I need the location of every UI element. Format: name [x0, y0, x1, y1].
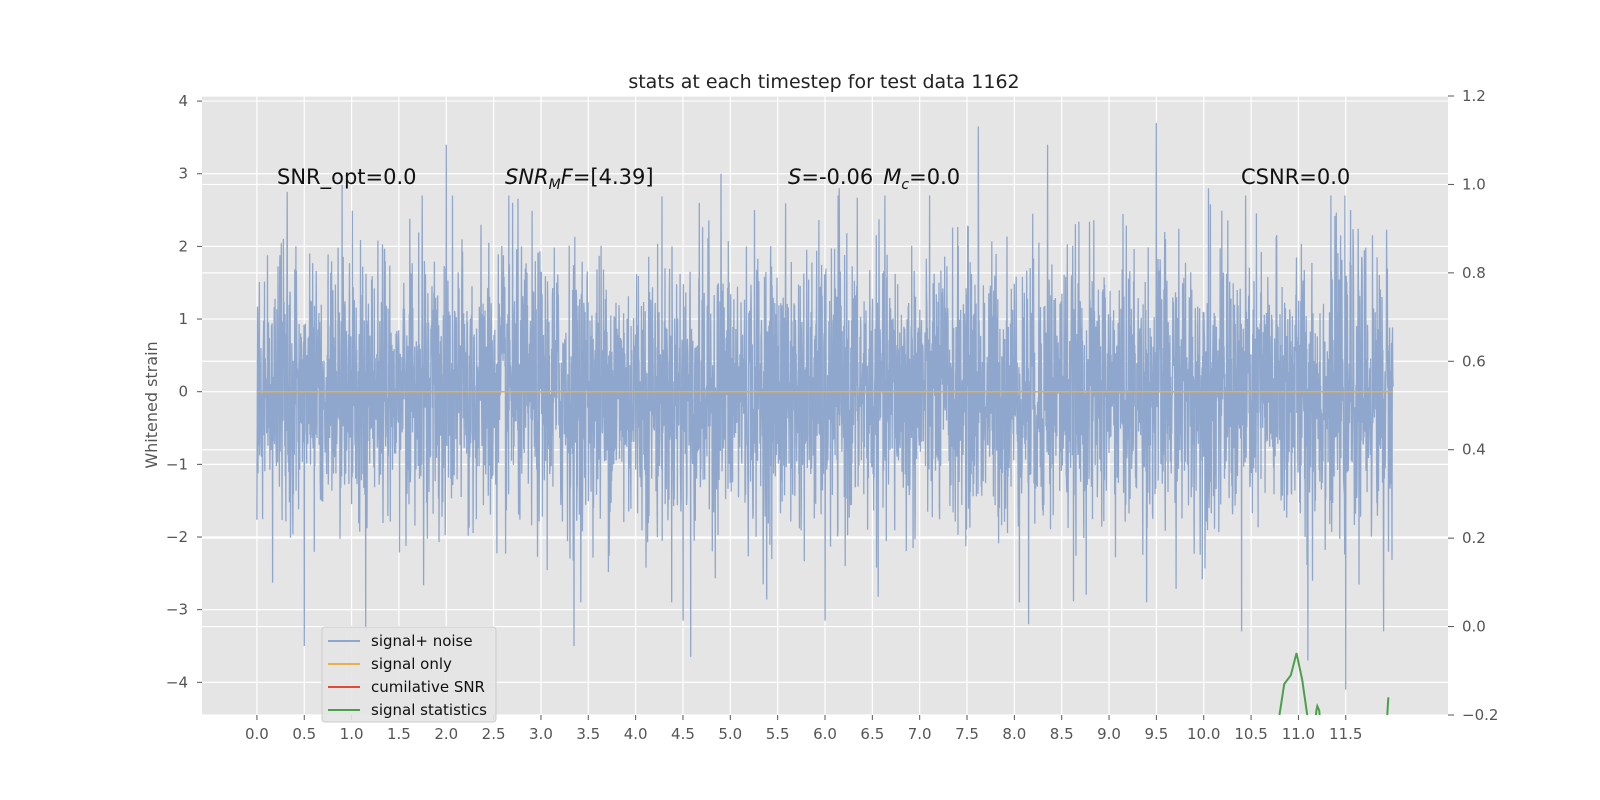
legend-item-signal-statistics: signal statistics: [328, 701, 487, 719]
x-tick-label: 9.5: [1144, 725, 1168, 743]
annotation-snr-opt-text: SNR_opt=0.0: [277, 165, 417, 190]
legend-label-signal-statistics: signal statistics: [371, 701, 487, 719]
y-right-tick-label: −0.2: [1462, 706, 1498, 724]
annotation-csnr-text: CSNR=0.0: [1241, 165, 1350, 189]
x-tick-label: 3.0: [529, 725, 553, 743]
x-tick-label: 3.5: [576, 725, 600, 743]
x-tick-label: 5.0: [718, 725, 742, 743]
x-tick-label: 4.5: [671, 725, 695, 743]
x-tick-label: 10.5: [1234, 725, 1267, 743]
y-tick-label: −2: [166, 528, 188, 546]
y-tick-label: −4: [166, 673, 188, 691]
y-right-tick-label: 0.2: [1462, 529, 1486, 547]
annotation-snr-mf: SNRMF=[4.39]: [505, 165, 654, 193]
series-layer: [256, 122, 1394, 715]
axis-layer: 0.0 0.5 1.0 1.5 2.0 2.5 3.0 3.5 4.0 4.5 5.0 5.5 6.0 6…: [166, 87, 1499, 743]
series-signal-noise: [256, 122, 1394, 690]
y-right-tick-label: 0.4: [1462, 441, 1486, 459]
legend-label-signal-noise: signal+ noise: [371, 632, 473, 650]
x-tick-label: 6.0: [813, 725, 837, 743]
x-tick-label: 0.0: [245, 725, 269, 743]
snr-mf-rest-f: F: [561, 165, 574, 189]
snr-mf-rest: =[4.39]: [573, 165, 654, 189]
x-tick-label: 9.0: [1097, 725, 1121, 743]
x-tick-label: 6.5: [860, 725, 884, 743]
y-tick-label: 3: [178, 165, 188, 183]
x-tick-label: 2.0: [434, 725, 458, 743]
s-rest: =-0.06: [801, 165, 873, 189]
x-tick-label: 0.5: [292, 725, 316, 743]
y-tick-label: −1: [166, 455, 188, 473]
y-right-tick-label: 0.8: [1462, 264, 1486, 282]
annotation-csnr: CSNR=0.0: [1241, 165, 1350, 189]
y-axis-label: Whitened strain: [142, 341, 161, 468]
legend-item-signal-only: signal only: [328, 655, 452, 673]
y-tick-label: 4: [178, 92, 188, 110]
snr-mf-sub: M: [549, 177, 561, 193]
annotation-snr-opt: SNR_opt=0.0: [277, 165, 417, 190]
y-tick-label: 0: [178, 383, 188, 401]
mc-sub: c: [901, 177, 909, 193]
x-tick-label: 8.0: [1002, 725, 1026, 743]
y-right-tick-label: 0.0: [1462, 618, 1486, 636]
x-tick-label: 8.5: [1050, 725, 1074, 743]
x-tick-label: 7.0: [908, 725, 932, 743]
x-tick-label: 7.5: [955, 725, 979, 743]
mc-var: M: [883, 165, 901, 189]
x-tick-label: 4.0: [624, 725, 648, 743]
s-var: S: [788, 165, 801, 189]
chart-title: stats at each timestep for test data 116…: [628, 71, 1019, 93]
series-signal-statistics-tail: [1386, 697, 1390, 715]
x-tick-label: 1.5: [387, 725, 411, 743]
x-tick-label: 1.0: [340, 725, 364, 743]
annotation-snr-mf-text: SNRMF=[4.39]: [505, 165, 654, 193]
x-tick-label: 11.5: [1329, 725, 1362, 743]
series-signal-statistics: [1278, 652, 1321, 715]
x-tick-label: 5.5: [766, 725, 790, 743]
legend-item-cumulative-snr: cumilative SNR: [328, 678, 485, 696]
y-tick-label: 1: [178, 310, 188, 328]
legend-label-signal-only: signal only: [371, 655, 452, 673]
y-tick-label: 2: [178, 237, 188, 255]
snr-mf-main: SNR: [505, 165, 549, 189]
legend-label-cumulative-snr: cumilative SNR: [371, 678, 485, 696]
mc-rest: =0.0: [909, 165, 960, 189]
legend-item-signal-noise: signal+ noise: [328, 632, 473, 650]
x-tick-label: 10.0: [1187, 725, 1220, 743]
y-tick-label: −3: [166, 601, 188, 619]
x-tick-label: 2.5: [482, 725, 506, 743]
annotation-s-mc: S=-0.06 Mc=0.0: [788, 165, 960, 193]
y-right-tick-label: 0.6: [1462, 352, 1486, 370]
x-tick-label: 11.0: [1282, 725, 1315, 743]
annotation-s-mc-text: S=-0.06 Mc=0.0: [788, 165, 960, 193]
legend-box: [321, 626, 497, 723]
y-right-tick-label: 1.2: [1462, 87, 1486, 105]
y-right-tick-label: 1.0: [1462, 175, 1486, 193]
legend: signal+ noise signal only cumilative SNR…: [321, 626, 497, 723]
